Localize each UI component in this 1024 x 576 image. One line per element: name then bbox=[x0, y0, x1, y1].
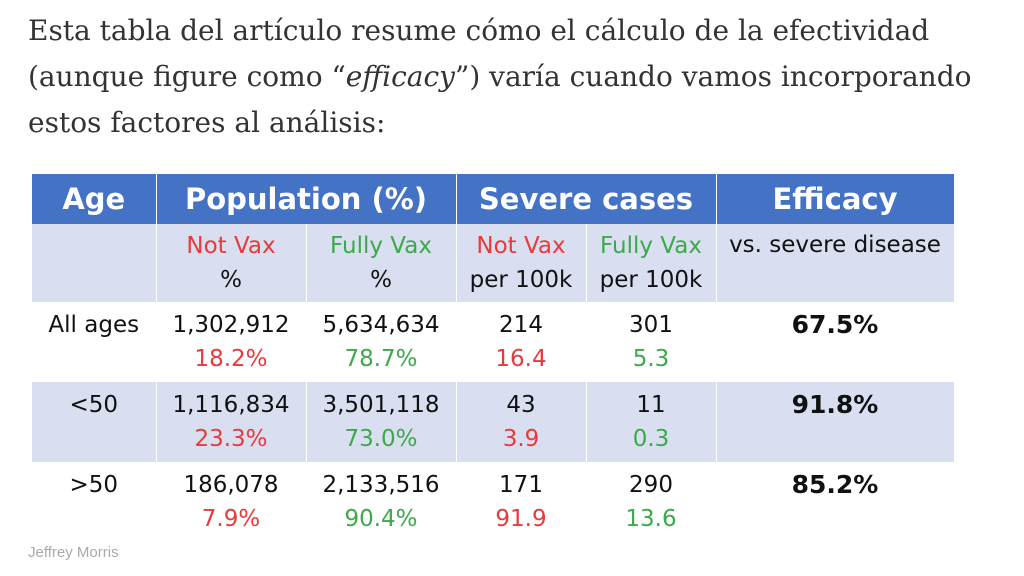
sev-fullyvax-rate: 5.3 bbox=[632, 346, 670, 372]
sev-fullyvax-rate: 0.3 bbox=[632, 426, 670, 452]
image-credit: Jeffrey Morris bbox=[28, 544, 119, 561]
row-age: <50 bbox=[32, 382, 157, 462]
efficacy-table: Age Population (%) Severe cases Efficacy… bbox=[32, 174, 955, 542]
sev-notvax-count: 214 bbox=[499, 312, 543, 338]
table-row: All ages 1,302,912 18.2% 5,634,634 78.7% 2… bbox=[32, 302, 955, 382]
table-subheader-row: Not Vax% Fully Vax% Not Vax per 100k Full… bbox=[32, 224, 955, 302]
sev-fullyvax-count: 11 bbox=[636, 392, 666, 418]
row-pop-fullyvax: 3,501,118 73.0% bbox=[306, 382, 457, 462]
row-pop-fullyvax: 2,133,516 90.4% bbox=[306, 462, 457, 542]
pop-fullyvax-count: 5,634,634 bbox=[322, 312, 440, 338]
row-pop-notvax: 1,302,912 18.2% bbox=[156, 302, 307, 382]
subheader-pop-fullyvax: Fully Vax% bbox=[306, 224, 457, 302]
intro-italic-term: efficacy bbox=[345, 60, 456, 93]
subheader-pop-notvax-label: Not Vax bbox=[186, 233, 276, 259]
table-row: >50 186,078 7.9% 2,133,516 90.4% 171 91.9 2… bbox=[32, 462, 955, 542]
subheader-age-empty bbox=[32, 224, 157, 302]
subheader-sev-fullyvax-label: Fully Vax bbox=[600, 233, 702, 259]
header-population: Population (%) bbox=[156, 174, 457, 224]
row-sev-notvax: 43 3.9 bbox=[456, 382, 587, 462]
pop-notvax-count: 186,078 bbox=[183, 472, 279, 498]
intro-text-after: ”) varía cuando vamos incorporando estos… bbox=[28, 60, 972, 139]
sev-fullyvax-count: 290 bbox=[629, 472, 673, 498]
table-row: <50 1,116,834 23.3% 3,501,118 73.0% 43 3.9 … bbox=[32, 382, 955, 462]
header-age: Age bbox=[32, 174, 157, 224]
subheader-pop-notvax: Not Vax% bbox=[156, 224, 307, 302]
pop-notvax-count: 1,116,834 bbox=[172, 392, 290, 418]
header-efficacy: Efficacy bbox=[716, 174, 955, 224]
pop-fullyvax-pct: 78.7% bbox=[344, 346, 418, 372]
sev-notvax-count: 171 bbox=[499, 472, 543, 498]
subheader-pop-notvax-unit: % bbox=[220, 267, 242, 293]
row-sev-notvax: 171 91.9 bbox=[456, 462, 587, 542]
sev-notvax-rate: 91.9 bbox=[495, 506, 547, 532]
row-sev-fullyvax: 301 5.3 bbox=[586, 302, 717, 382]
table-header-row: Age Population (%) Severe cases Efficacy bbox=[32, 174, 955, 224]
subheader-efficacy-desc: vs. severe disease bbox=[716, 224, 955, 302]
pop-fullyvax-count: 3,501,118 bbox=[322, 392, 440, 418]
header-severe-cases: Severe cases bbox=[456, 174, 717, 224]
intro-paragraph: Esta tabla del artículo resume cómo el c… bbox=[28, 8, 988, 146]
row-sev-notvax: 214 16.4 bbox=[456, 302, 587, 382]
row-age: All ages bbox=[32, 302, 157, 382]
subheader-sev-fullyvax-unit: per 100k bbox=[599, 267, 703, 293]
pop-notvax-pct: 18.2% bbox=[194, 346, 268, 372]
row-pop-fullyvax: 5,634,634 78.7% bbox=[306, 302, 457, 382]
row-pop-notvax: 186,078 7.9% bbox=[156, 462, 307, 542]
intro-text-before: Esta tabla del artículo resume cómo el c… bbox=[28, 14, 930, 93]
subheader-sev-notvax-unit: per 100k bbox=[469, 267, 573, 293]
sev-fullyvax-rate: 13.6 bbox=[625, 506, 677, 532]
row-efficacy: 67.5% bbox=[716, 302, 955, 382]
row-age: >50 bbox=[32, 462, 157, 542]
row-efficacy: 91.8% bbox=[716, 382, 955, 462]
efficacy-table-image: Age Population (%) Severe cases Efficacy… bbox=[32, 174, 955, 542]
row-sev-fullyvax: 11 0.3 bbox=[586, 382, 717, 462]
subheader-pop-fullyvax-label: Fully Vax bbox=[330, 233, 432, 259]
row-sev-fullyvax: 290 13.6 bbox=[586, 462, 717, 542]
pop-notvax-pct: 23.3% bbox=[194, 426, 268, 452]
subheader-sev-fullyvax: Fully Vax per 100k bbox=[586, 224, 717, 302]
pop-fullyvax-pct: 73.0% bbox=[344, 426, 418, 452]
row-efficacy: 85.2% bbox=[716, 462, 955, 542]
sev-notvax-count: 43 bbox=[506, 392, 536, 418]
sev-notvax-rate: 3.9 bbox=[502, 426, 540, 452]
subheader-sev-notvax: Not Vax per 100k bbox=[456, 224, 587, 302]
pop-notvax-pct: 7.9% bbox=[201, 506, 261, 532]
subheader-sev-notvax-label: Not Vax bbox=[476, 233, 566, 259]
pop-fullyvax-count: 2,133,516 bbox=[322, 472, 440, 498]
sev-fullyvax-count: 301 bbox=[629, 312, 673, 338]
pop-fullyvax-pct: 90.4% bbox=[344, 506, 418, 532]
row-pop-notvax: 1,116,834 23.3% bbox=[156, 382, 307, 462]
pop-notvax-count: 1,302,912 bbox=[172, 312, 290, 338]
sev-notvax-rate: 16.4 bbox=[495, 346, 547, 372]
subheader-pop-fullyvax-unit: % bbox=[370, 267, 392, 293]
